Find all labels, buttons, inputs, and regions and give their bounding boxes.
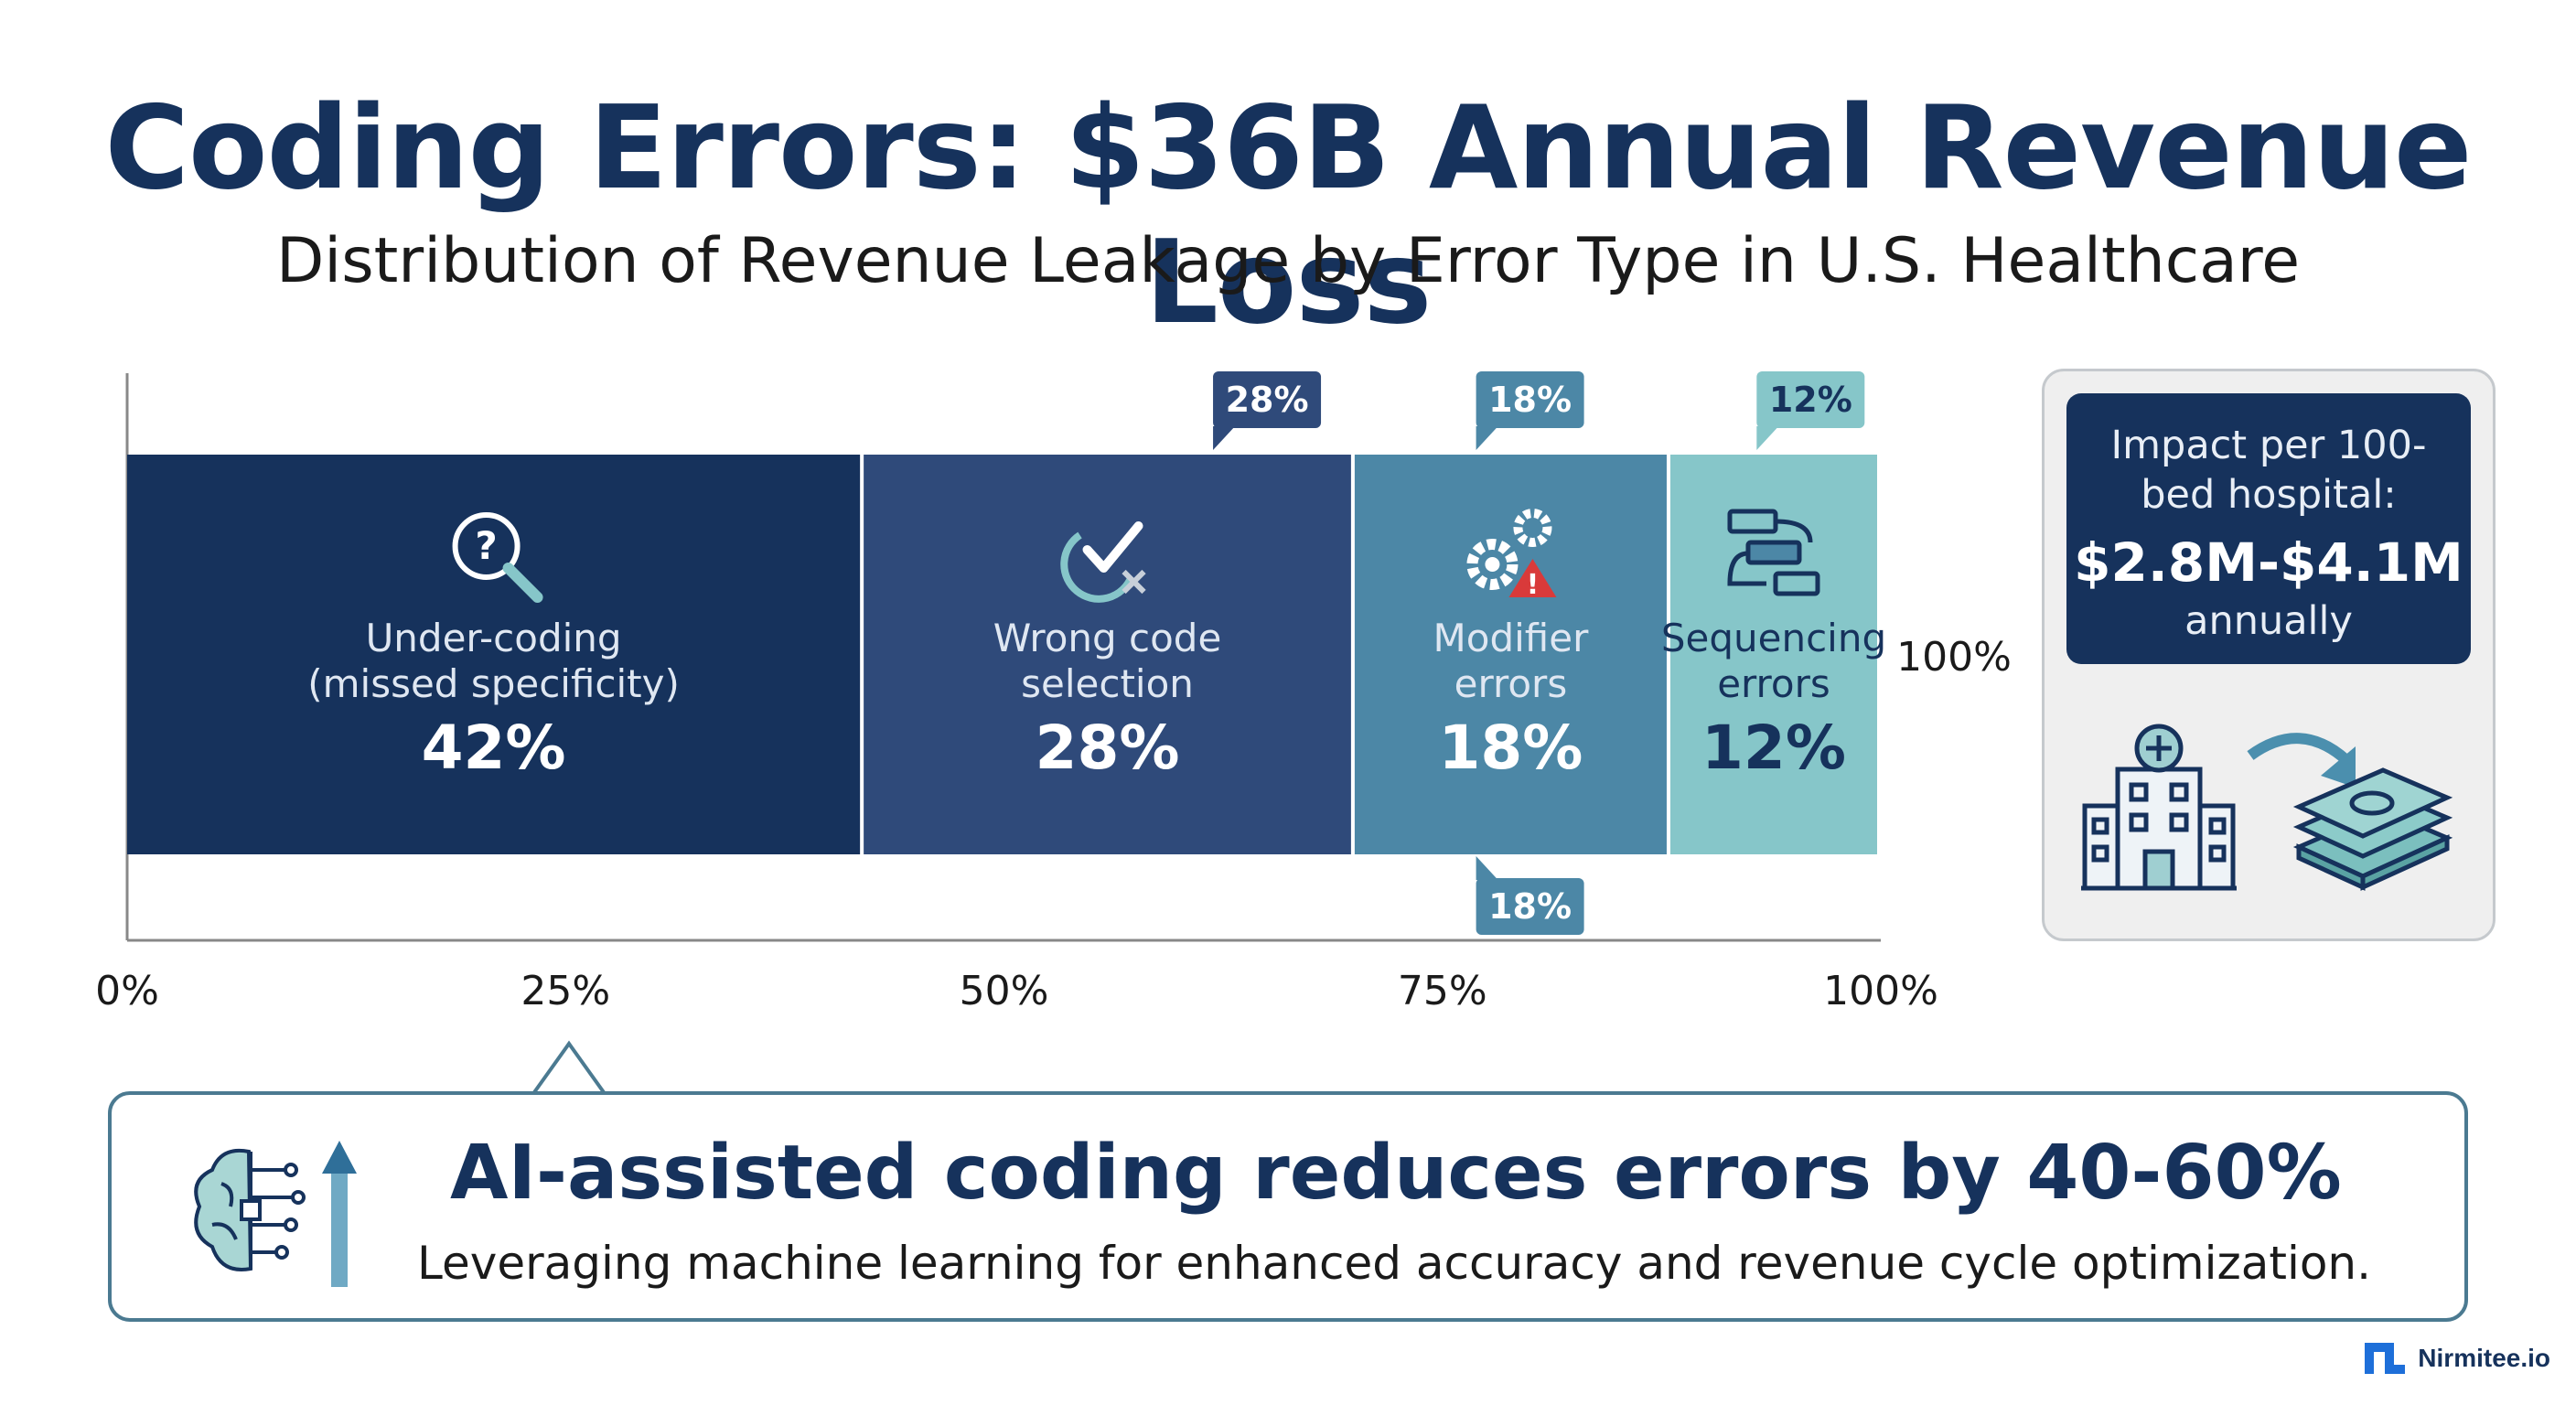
segment-label: (missed specificity) <box>307 661 680 706</box>
callout-tag: 28% <box>1213 371 1322 450</box>
callout-tag-tail <box>1213 426 1236 450</box>
check-x-icon <box>1060 521 1146 603</box>
segment-value: 12% <box>1701 713 1846 783</box>
x-tick-label: 0% <box>95 968 159 1014</box>
callout-subtitle: Leveraging machine learning for enhanced… <box>417 1237 2372 1290</box>
x-tick-label: 25% <box>521 968 610 1014</box>
gears-warning-icon: ! <box>1466 509 1557 601</box>
callout-tag-box <box>1476 878 1584 935</box>
ai-callout: AI-assisted coding reduces errors by 40-… <box>108 1091 2468 1322</box>
callout-tag: 12% <box>1756 371 1865 450</box>
impact-panel: Impact per 100-bed hospital: $2.8M-$4.1M… <box>2042 369 2496 941</box>
total-label: 100% <box>1896 634 2012 681</box>
segment-label: errors <box>1717 661 1830 706</box>
svg-text:?: ? <box>475 523 497 568</box>
segment-label: errors <box>1454 661 1568 706</box>
callout-tag-box <box>1213 371 1322 428</box>
callout-tag-tail <box>1476 426 1498 450</box>
callout-tag: 18% <box>1476 856 1584 935</box>
segment-label: Modifier <box>1433 616 1590 660</box>
callout-tag-label: 18% <box>1488 380 1572 420</box>
impact-value: $2.8M-$4.1M <box>2074 531 2463 594</box>
arrow-icon <box>2247 733 2356 788</box>
segment-value: 18% <box>1438 713 1583 783</box>
segment-label: Sequencing <box>1661 616 1886 660</box>
impact-period: annually <box>2184 598 2353 644</box>
hospital-icon <box>2081 724 2237 891</box>
money-stack-icon <box>2292 767 2453 891</box>
impact-label: Impact per 100-bed hospital: <box>2110 423 2427 518</box>
flow-sequence-icon <box>1727 509 1820 596</box>
magnifier-question-icon: ? <box>452 512 543 603</box>
segment-label: Under-coding <box>366 616 622 660</box>
callout-tag-tail <box>1476 856 1498 880</box>
callout-title: AI-assisted coding reduces errors by 40-… <box>450 1130 2342 1217</box>
segment-label: Wrong code <box>993 616 1222 660</box>
callout-tag-label: 28% <box>1226 380 1309 420</box>
bar-segment <box>1354 455 1667 854</box>
callout-tag-box <box>1756 371 1865 428</box>
callout-tag-tail <box>1756 426 1779 450</box>
segment-label: selection <box>1021 661 1194 706</box>
brand-mark-icon <box>2365 1343 2406 1374</box>
callout-tag: 18% <box>1476 371 1584 450</box>
stacked-bar-chart: ? Under-coding(missed specificity) 42% Wron… <box>95 371 2012 1014</box>
x-tick-label: 100% <box>1823 968 1938 1014</box>
page-title: Coding Errors: $36B Annual Revenue Loss <box>104 80 2472 349</box>
bar-segment <box>127 455 861 854</box>
brand-logo: Nirmitee.io <box>2365 1343 2550 1374</box>
segment-value: 28% <box>1036 713 1180 783</box>
callout-tag-box <box>1476 371 1584 428</box>
bar-segment <box>864 455 1351 854</box>
x-tick-label: 50% <box>960 968 1049 1014</box>
page-subtitle: Distribution of Revenue Leakage by Error… <box>275 225 2301 297</box>
svg-text:!: ! <box>1527 569 1540 601</box>
brain-circuit-arrow-icon <box>194 1141 357 1287</box>
x-tick-label: 75% <box>1398 968 1487 1014</box>
impact-illustration <box>2081 724 2453 891</box>
callout-tag-label: 18% <box>1488 886 1572 927</box>
segment-value: 42% <box>422 713 566 783</box>
callout-tag-label: 12% <box>1769 380 1852 420</box>
impact-summary: Impact per 100-bed hospital: $2.8M-$4.1M… <box>2066 393 2471 664</box>
brand-name: Nirmitee.io <box>2418 1344 2550 1372</box>
